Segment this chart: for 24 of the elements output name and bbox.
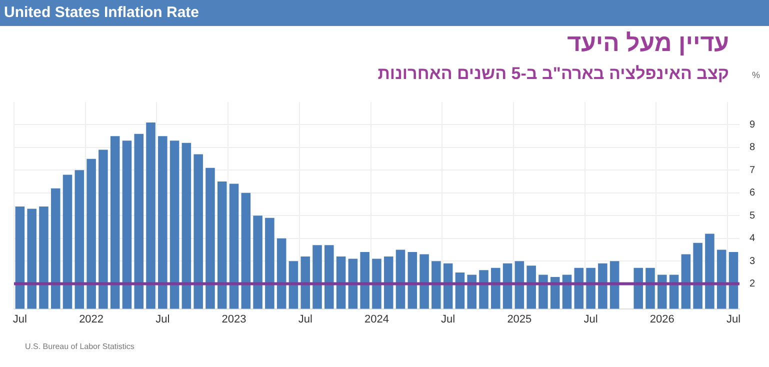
chart-title: United States Inflation Rate [0,0,769,26]
x-tick-label: 2023 [222,313,246,326]
x-tick-label: 2026 [650,313,674,326]
text: U.S. Bureau of Labor Statistics [25,342,134,351]
y-tick-label: 4 [749,233,756,244]
y-tick-label: 8 [749,142,756,154]
y-tick-label: 6 [749,188,756,199]
x-tick-label: 2025 [507,313,532,326]
x-tick-label: Jul [298,313,312,326]
x-tick-label: Jul [584,313,598,326]
chart-subtitle: עדיין מעל היעד [567,30,729,58]
x-tick-label: 2024 [364,313,389,326]
x-tick-label: Jul [156,313,170,326]
x-tick-label: Jul [12,313,27,326]
y-tick-label: 2 [749,278,756,290]
y-tick-label: 5 [749,210,756,222]
y-axis-title: % [752,70,760,80]
y-tick-label: 9 [749,119,756,130]
x-tick-label: 2022 [79,313,104,326]
y-tick-label: 3 [749,256,756,267]
text: קצב האינפלציה בארה"ב ב-5 השנים האחרונות [378,64,729,84]
x-tick-label: Jul [441,313,456,326]
x-tick-label: Jul [726,313,741,326]
y-tick-label: 7 [749,164,756,176]
